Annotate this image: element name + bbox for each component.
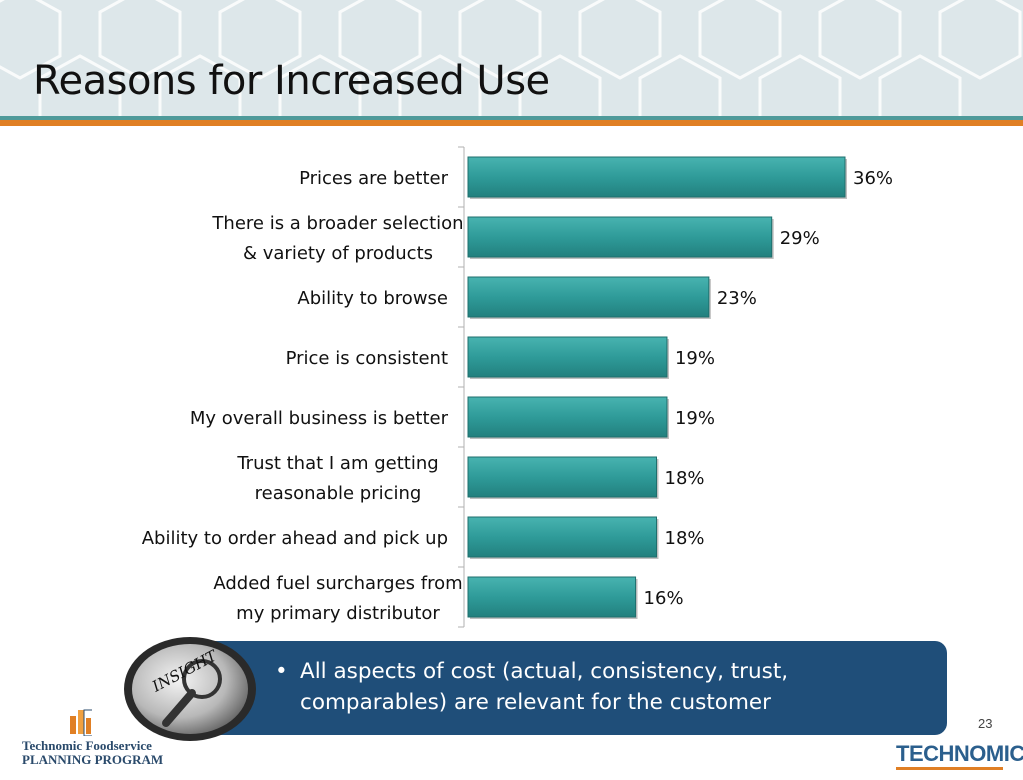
data-label: 16% [644, 588, 684, 609]
brand-logo: TECHNOMIC [896, 741, 1023, 766]
insight-badge: INSIGHT [120, 633, 260, 750]
slide-header: Reasons for Increased Use [0, 0, 1023, 116]
data-label: 36% [853, 168, 893, 189]
category-label: my primary distributor [236, 603, 440, 624]
category-label: Ability to browse [297, 288, 448, 309]
bar [467, 336, 668, 378]
data-label: 19% [675, 408, 715, 429]
category-label: There is a broader selection [211, 213, 463, 234]
bar [467, 516, 657, 558]
footer-program-line2: PLANNING PROGRAM [22, 752, 164, 767]
page-number: 23 [978, 716, 993, 731]
bar [467, 216, 773, 258]
hexagon-pattern [0, 0, 1022, 116]
bullet-dot-icon: • [275, 659, 288, 684]
footer-program-line1: Technomic Foodservice [22, 738, 152, 753]
slide-title: Reasons for Increased Use [33, 58, 550, 104]
category-label: Ability to order ahead and pick up [142, 528, 448, 549]
bar [467, 396, 668, 438]
category-label: reasonable pricing [255, 483, 422, 504]
category-label: Price is consistent [286, 348, 448, 369]
data-label: 29% [780, 228, 820, 249]
data-label: 19% [675, 348, 715, 369]
bar [467, 456, 657, 498]
category-label: Prices are better [299, 168, 449, 189]
insight-callout-box [200, 641, 947, 735]
bar [467, 156, 846, 198]
technomic-program-logo-icon [70, 709, 92, 736]
category-label: Trust that I am getting [236, 453, 438, 474]
bar-chart: 36% Prices are better 29% There is a broade… [142, 146, 893, 628]
category-label: & variety of products [243, 243, 433, 264]
data-label: 18% [665, 528, 705, 549]
bar [467, 576, 637, 618]
header-orange-rule [0, 120, 1023, 126]
header-teal-rule [0, 116, 1023, 120]
category-label: Added fuel surcharges from [213, 573, 462, 594]
data-label: 23% [717, 288, 757, 309]
brand-underline [896, 767, 1003, 770]
insight-bullet-text: All aspects of cost (actual, consistency… [300, 659, 789, 715]
data-label: 18% [665, 468, 705, 489]
category-label: My overall business is better [190, 408, 449, 429]
bar [467, 276, 710, 318]
magnifier-icon: INSIGHT [124, 637, 256, 741]
